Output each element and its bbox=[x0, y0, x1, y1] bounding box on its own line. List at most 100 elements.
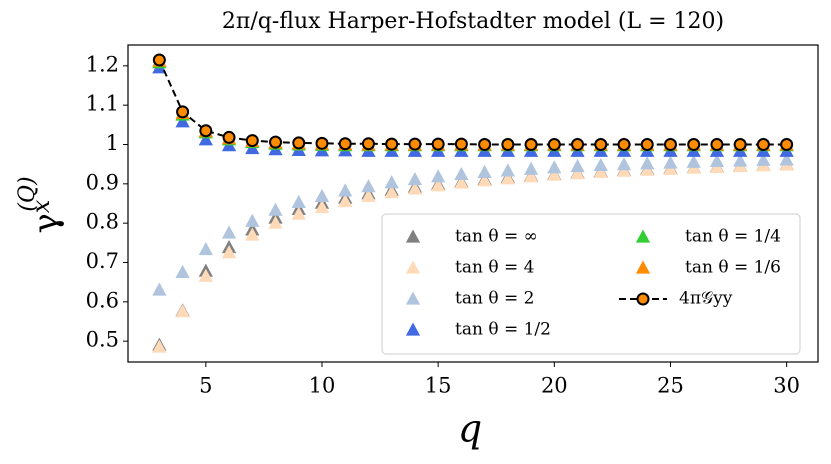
marker bbox=[268, 202, 283, 216]
marker bbox=[733, 153, 748, 167]
legend-label: tan θ = 4 bbox=[455, 258, 534, 278]
marker bbox=[407, 172, 423, 186]
marker bbox=[616, 157, 632, 171]
marker bbox=[547, 138, 561, 152]
marker bbox=[500, 171, 515, 185]
marker bbox=[338, 137, 352, 151]
y-label-sub: x bbox=[27, 199, 55, 213]
marker bbox=[315, 136, 329, 150]
marker bbox=[221, 245, 237, 259]
marker bbox=[454, 137, 468, 151]
marker bbox=[478, 138, 492, 152]
marker bbox=[616, 163, 632, 177]
marker bbox=[198, 242, 213, 256]
marker bbox=[663, 155, 678, 169]
marker bbox=[384, 175, 399, 189]
y-tick-label: 0.6 bbox=[86, 288, 119, 312]
marker bbox=[269, 135, 283, 149]
marker bbox=[431, 137, 445, 151]
y-tick-label: 0.7 bbox=[86, 249, 119, 273]
marker bbox=[756, 152, 771, 166]
marker bbox=[570, 166, 585, 180]
marker bbox=[686, 154, 701, 168]
legend-label: tan θ = ∞ bbox=[455, 227, 538, 247]
marker bbox=[245, 134, 259, 148]
marker bbox=[617, 138, 631, 152]
x-tick-label: 15 bbox=[425, 374, 452, 398]
marker bbox=[477, 164, 492, 179]
legend-marker bbox=[405, 229, 421, 243]
marker bbox=[338, 194, 353, 208]
x-tick-label: 10 bbox=[309, 374, 336, 398]
y-tick-label: 1.1 bbox=[86, 92, 119, 116]
plot-area bbox=[152, 53, 794, 353]
marker bbox=[663, 138, 677, 152]
legend-label: tan θ = 2 bbox=[455, 289, 534, 309]
marker bbox=[779, 152, 794, 166]
marker bbox=[198, 268, 213, 282]
legend-marker bbox=[405, 260, 421, 274]
marker bbox=[314, 199, 330, 214]
legend-box bbox=[381, 213, 801, 355]
marker bbox=[570, 159, 585, 173]
marker bbox=[152, 282, 167, 296]
marker bbox=[454, 175, 469, 189]
marker bbox=[291, 194, 306, 208]
y-tick-label: 0.5 bbox=[86, 328, 119, 352]
marker bbox=[640, 156, 655, 170]
marker bbox=[198, 132, 213, 146]
marker bbox=[524, 138, 538, 152]
marker bbox=[152, 53, 166, 67]
plot-frame bbox=[127, 44, 819, 363]
marker bbox=[361, 137, 375, 151]
marker bbox=[176, 105, 190, 119]
y-tick-label: 0.9 bbox=[86, 170, 119, 194]
marker bbox=[408, 137, 422, 151]
marker bbox=[199, 124, 213, 138]
legend-marker bbox=[635, 260, 651, 274]
marker bbox=[152, 339, 167, 353]
legend-label: tan θ = 1/4 bbox=[685, 227, 781, 247]
legend-label: tan θ = 1/6 bbox=[685, 258, 781, 278]
marker bbox=[593, 157, 608, 171]
marker bbox=[175, 304, 190, 318]
marker bbox=[384, 184, 399, 199]
series-line bbox=[158, 59, 787, 146]
marker bbox=[361, 188, 376, 203]
marker bbox=[501, 138, 515, 152]
marker bbox=[431, 178, 446, 192]
marker bbox=[314, 188, 330, 203]
marker bbox=[523, 169, 539, 183]
marker bbox=[245, 213, 260, 227]
marker bbox=[710, 138, 724, 152]
y-tick-label: 1 bbox=[106, 131, 119, 155]
marker bbox=[500, 163, 515, 177]
marker bbox=[756, 138, 770, 152]
y-axis-label: γx(Q) bbox=[15, 176, 66, 233]
marker bbox=[687, 138, 701, 152]
legend-label: tan θ = 1/2 bbox=[455, 320, 551, 340]
x-tick-label: 20 bbox=[541, 374, 568, 398]
marker bbox=[338, 183, 353, 197]
marker bbox=[385, 137, 399, 151]
marker bbox=[361, 179, 376, 193]
marker bbox=[454, 166, 469, 181]
x-tick-label: 25 bbox=[657, 374, 684, 398]
marker bbox=[477, 173, 492, 187]
marker bbox=[175, 264, 190, 278]
legend-label: 4π𝒢yy bbox=[679, 289, 733, 309]
marker bbox=[407, 181, 423, 195]
chart-title: 2π/q-flux Harper-Hofstadter model (L = 1… bbox=[222, 9, 724, 34]
marker bbox=[594, 138, 608, 152]
marker bbox=[222, 130, 236, 144]
marker bbox=[593, 164, 608, 179]
legend-marker bbox=[635, 229, 651, 243]
marker bbox=[523, 161, 539, 175]
marker bbox=[175, 114, 190, 128]
legend-marker bbox=[405, 322, 421, 336]
marker bbox=[268, 215, 283, 229]
y-label-base: γ bbox=[26, 213, 66, 233]
marker bbox=[547, 167, 562, 181]
y-label-sup: (Q) bbox=[15, 176, 40, 211]
